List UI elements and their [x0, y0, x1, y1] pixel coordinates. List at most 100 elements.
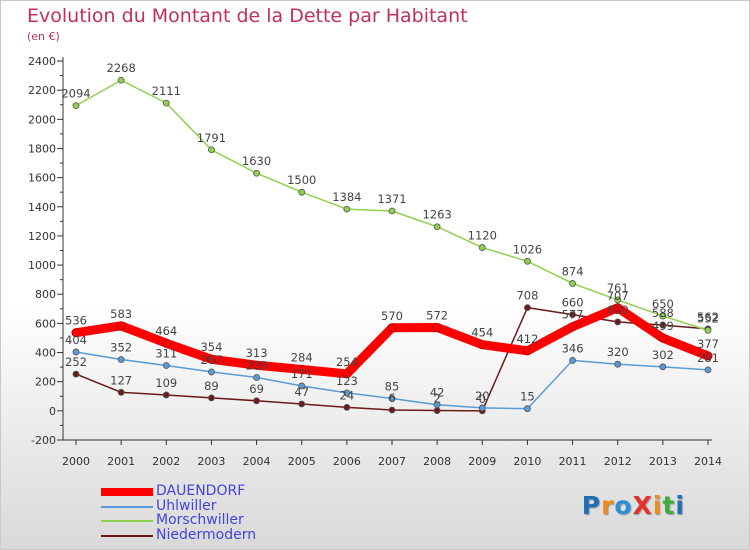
data-label: 6: [388, 391, 395, 405]
data-point: [704, 326, 712, 334]
series-dauendorf: [71, 303, 713, 379]
data-point: [432, 323, 442, 332]
data-label: 583: [110, 307, 132, 321]
data-point: [524, 304, 531, 312]
data-point: [388, 207, 396, 215]
data-point: [387, 323, 397, 333]
data-label: 2268: [107, 61, 136, 75]
data-label: 412: [516, 332, 538, 346]
data-point: [161, 338, 171, 348]
data-point: [659, 312, 667, 320]
x-tick-label: 2005: [288, 455, 316, 468]
series-niedermodern: [72, 304, 712, 415]
data-point: [614, 360, 622, 368]
data-label: 229: [246, 358, 268, 372]
data-point: [72, 102, 80, 110]
y-tick-label: 0: [49, 405, 56, 418]
data-point: [524, 257, 531, 265]
data-label: 874: [562, 264, 584, 278]
chart-unit: (en €): [27, 30, 60, 43]
data-label: 1263: [423, 208, 452, 222]
data-label: 1791: [197, 131, 226, 145]
data-label: 42: [430, 386, 445, 400]
data-point: [433, 407, 441, 414]
data-point: [343, 205, 351, 213]
data-point: [298, 382, 306, 390]
x-tick-label: 2007: [378, 455, 406, 468]
data-label: 464: [155, 324, 177, 338]
data-label: 650: [652, 297, 674, 311]
data-point: [614, 296, 622, 304]
data-label: 377: [697, 337, 719, 351]
data-point: [658, 333, 668, 343]
data-point: [116, 321, 126, 331]
x-tick-label: 2010: [513, 455, 541, 468]
x-tick-label: 2001: [107, 455, 135, 468]
data-point: [659, 321, 667, 329]
data-label: 254: [336, 355, 358, 369]
data-label: 499: [652, 319, 674, 333]
y-tick-label: 400: [35, 347, 56, 360]
series-uhlwiller: [72, 348, 712, 413]
data-label: 572: [426, 308, 448, 322]
data-label: 311: [155, 347, 177, 361]
data-point: [343, 389, 351, 397]
x-tick-label: 2013: [649, 455, 677, 468]
data-point: [569, 357, 576, 364]
data-point: [477, 340, 487, 350]
data-point: [704, 366, 712, 374]
x-tick-label: 2014: [694, 455, 722, 468]
data-label: 0: [479, 392, 486, 406]
data-label: 123: [336, 374, 358, 388]
data-label: 552: [697, 311, 719, 325]
data-label: 2: [433, 392, 440, 406]
proxiti-logo[interactable]: ProXiti: [581, 491, 685, 520]
data-point: [207, 354, 216, 364]
data-label: 577: [562, 308, 584, 322]
data-label: 536: [65, 314, 87, 328]
x-tick-label: 2012: [604, 455, 632, 468]
legend-swatch: [101, 534, 153, 537]
data-point: [433, 223, 441, 231]
y-tick-label: 1800: [28, 142, 56, 155]
data-label: 346: [562, 341, 584, 355]
data-label: 47: [294, 385, 309, 399]
data-label: 171: [291, 367, 313, 381]
data-label: 109: [155, 376, 177, 390]
data-label: 320: [607, 345, 629, 359]
data-point: [523, 346, 532, 356]
y-tick-label: 2400: [28, 55, 56, 68]
data-label: 313: [246, 346, 268, 360]
data-point: [208, 368, 215, 376]
data-point: [208, 146, 215, 154]
data-point: [659, 363, 667, 371]
data-label: 660: [562, 296, 584, 310]
series-morschwiller: [72, 76, 712, 334]
data-label: 15: [520, 390, 535, 404]
y-tick-label: 2200: [28, 84, 56, 97]
data-point: [568, 322, 577, 332]
data-point: [298, 400, 306, 408]
data-label: 761: [607, 281, 629, 295]
y-tick-label: 1000: [28, 259, 56, 272]
data-label: 1026: [513, 242, 542, 256]
y-tick-label: 1400: [28, 201, 56, 214]
data-point: [388, 406, 396, 414]
data-point: [253, 169, 260, 177]
data-label: 404: [65, 333, 87, 347]
data-label: 24: [340, 388, 355, 402]
data-point: [298, 188, 306, 196]
data-point: [478, 404, 486, 412]
y-tick-label: 1200: [28, 230, 56, 243]
x-tick-label: 2000: [62, 455, 90, 468]
x-tick-label: 2003: [197, 455, 225, 468]
data-point: [208, 394, 215, 402]
data-point: [524, 405, 531, 413]
y-tick-label: 2000: [28, 113, 56, 126]
legend-swatch: [101, 505, 153, 508]
data-point: [253, 397, 260, 405]
legend-label: DAUENDORF: [156, 483, 246, 499]
data-label: 610: [607, 303, 629, 317]
data-point: [117, 388, 125, 396]
